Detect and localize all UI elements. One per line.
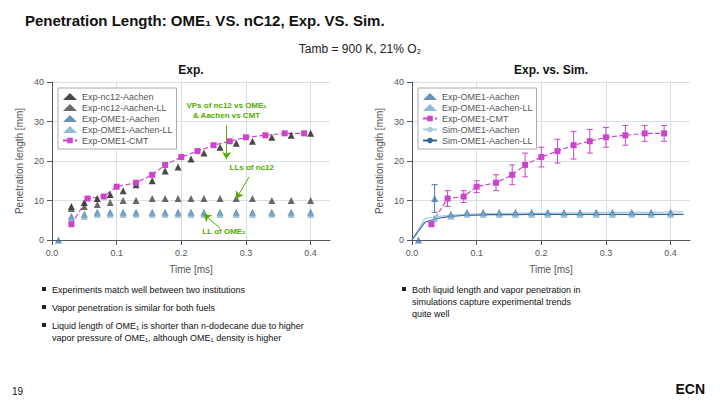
svg-text:10: 10 — [394, 196, 404, 206]
svg-text:Exp-OME1-Aachen: Exp-OME1-Aachen — [442, 92, 520, 102]
svg-text:Exp. vs. Sim.: Exp. vs. Sim. — [514, 63, 588, 77]
svg-text:Penetration Length: OME₁ VS. n: Penetration Length: OME₁ VS. nC12, Exp. … — [25, 12, 385, 29]
svg-text:Both liquid length and vapor p: Both liquid length and vapor penetration… — [412, 285, 581, 295]
svg-text:simulations capture experiment: simulations capture experimental trends — [412, 297, 572, 307]
svg-text:10: 10 — [34, 196, 44, 206]
svg-text:0.1: 0.1 — [110, 248, 123, 258]
svg-text:Sim-OME1-Aachen-LL: Sim-OME1-Aachen-LL — [442, 136, 533, 146]
svg-text:20: 20 — [34, 156, 44, 166]
svg-text:Exp-OME1-Aachen-LL: Exp-OME1-Aachen-LL — [442, 103, 533, 113]
svg-text:VPs of nc12 vs OME₁: VPs of nc12 vs OME₁ — [186, 101, 267, 110]
svg-text:0.3: 0.3 — [240, 248, 253, 258]
svg-text:Sim-OME1-Aachen: Sim-OME1-Aachen — [442, 125, 520, 135]
svg-text:0.0: 0.0 — [406, 248, 419, 258]
svg-text:0.4: 0.4 — [304, 248, 317, 258]
svg-text:0.4: 0.4 — [664, 248, 677, 258]
svg-text:quite well: quite well — [412, 309, 450, 319]
svg-text:Exp-nc12-Aachen: Exp-nc12-Aachen — [82, 92, 154, 102]
svg-text:40: 40 — [34, 77, 44, 87]
svg-text:Penetration length [mm]: Penetration length [mm] — [374, 108, 385, 214]
svg-text:Liquid length of OME₁ is short: Liquid length of OME₁ is shorter than n-… — [52, 321, 304, 331]
svg-text:& Aachen vs CMT: & Aachen vs CMT — [193, 111, 260, 120]
svg-text:Experiments match well between: Experiments match well between two insti… — [52, 285, 246, 295]
svg-text:Exp-OME1-Aachen-LL: Exp-OME1-Aachen-LL — [82, 125, 173, 135]
svg-text:ECN: ECN — [675, 381, 705, 397]
svg-text:Exp.: Exp. — [178, 63, 203, 77]
svg-text:Penetration length [mm]: Penetration length [mm] — [14, 108, 25, 214]
svg-text:0.1: 0.1 — [470, 248, 483, 258]
svg-text:0.2: 0.2 — [175, 248, 188, 258]
svg-text:Exp-OME1-Aachen: Exp-OME1-Aachen — [82, 114, 160, 124]
svg-text:Exp-OME1-CMT: Exp-OME1-CMT — [442, 114, 509, 124]
svg-text:Time [ms]: Time [ms] — [529, 264, 573, 275]
svg-text:LL of OME₁: LL of OME₁ — [202, 227, 246, 236]
svg-text:Time [ms]: Time [ms] — [169, 264, 213, 275]
svg-text:20: 20 — [394, 156, 404, 166]
svg-text:Exp-nc12-Aachen-LL: Exp-nc12-Aachen-LL — [82, 103, 167, 113]
svg-text:Exp-OME1-CMT: Exp-OME1-CMT — [82, 136, 149, 146]
svg-text:30: 30 — [394, 117, 404, 127]
svg-text:LLs of nc12: LLs of nc12 — [230, 163, 275, 172]
svg-text:Tamb = 900 K, 21% O₂: Tamb = 900 K, 21% O₂ — [299, 42, 422, 56]
svg-text:Vapor penetration is similar f: Vapor penetration is similar for both fu… — [52, 303, 215, 313]
svg-text:40: 40 — [394, 77, 404, 87]
svg-text:vapor pressure of OME₁, althou: vapor pressure of OME₁, although OME₁ de… — [52, 333, 281, 343]
svg-text:30: 30 — [34, 117, 44, 127]
svg-text:0.0: 0.0 — [46, 248, 59, 258]
svg-text:0.2: 0.2 — [535, 248, 548, 258]
svg-text:19: 19 — [12, 386, 24, 397]
svg-text:0.3: 0.3 — [600, 248, 613, 258]
svg-text:0: 0 — [399, 235, 404, 245]
svg-text:0: 0 — [39, 235, 44, 245]
